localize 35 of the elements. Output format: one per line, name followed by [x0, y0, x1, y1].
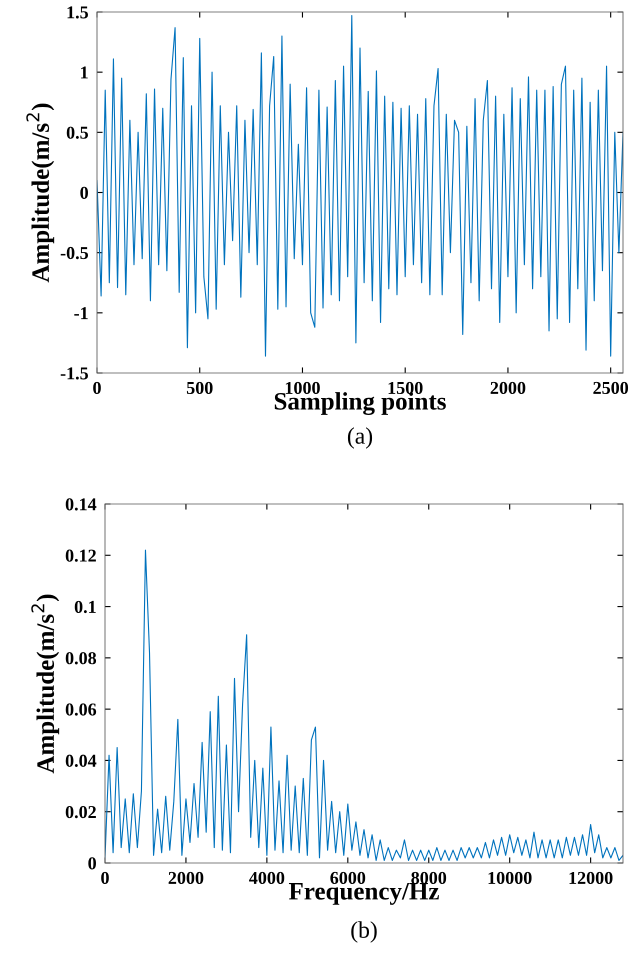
y-tick-label: 1.5	[68, 6, 88, 19]
y-tick-label: -1.5	[60, 367, 88, 380]
y-tick-label: 0.08	[66, 652, 96, 664]
text: (a)	[348, 427, 372, 449]
x-tick-label: 10000	[488, 872, 532, 884]
y-tick-label: -0.5	[60, 246, 88, 260]
y-tick-label: 0.1	[74, 600, 96, 614]
x-tick-label: 500	[186, 382, 213, 394]
x-tick-label: 6000	[330, 872, 366, 884]
text: (b)	[351, 921, 377, 943]
y-axis-title: Amplitude(m/s$^{2}$)	[26, 104, 54, 282]
y-tick-label: 0	[80, 186, 88, 199]
y-tick-label: 0.14	[66, 498, 96, 511]
x-tick-label: 8000	[411, 872, 446, 884]
y-tick-label: 0.02	[66, 806, 96, 818]
y-tick-label: 0.06	[66, 703, 96, 716]
x-tick-label: 12000	[570, 872, 613, 884]
line-series	[105, 550, 623, 861]
x-tick-label: 2000	[168, 872, 204, 884]
x-tick-label: 2000	[490, 382, 526, 394]
line-series	[97, 15, 623, 357]
x-axis-title: Frequency/Hz	[288, 882, 439, 905]
x-tick-label: 1000	[286, 382, 320, 394]
y-tick-label: 1	[81, 66, 88, 78]
x-tick-label: 0	[101, 872, 109, 884]
x-tick-label: 2500	[593, 382, 628, 394]
y-axis-title: Amplitude(m/s$^{2}$)	[31, 594, 60, 774]
y-tick-label: 0	[88, 857, 96, 870]
x-tick-label: 1500	[388, 382, 423, 394]
y-tick-label: 0.12	[66, 550, 96, 562]
y-tick-label: 0.04	[66, 754, 96, 767]
x-tick-label: 4000	[249, 872, 284, 884]
x-axis-title: Sampling points	[274, 392, 446, 416]
y-tick-label: 0.5	[66, 126, 88, 139]
y-tick-label: -1	[74, 307, 88, 320]
